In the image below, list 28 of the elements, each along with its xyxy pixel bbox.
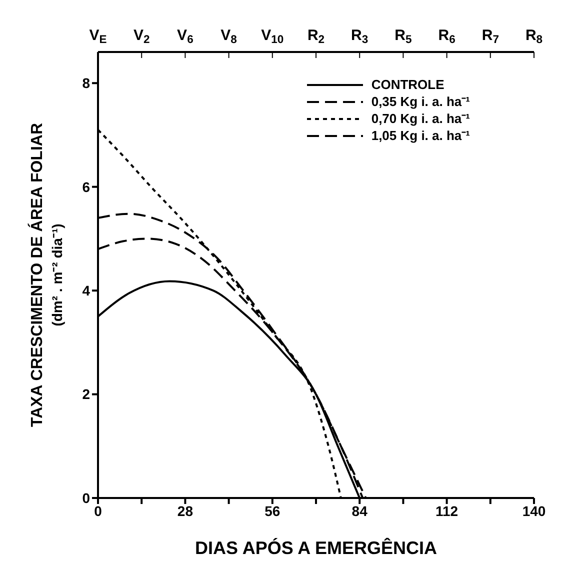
x-tick-label: 28 — [177, 502, 194, 519]
y-tick-label: 4 — [82, 282, 90, 299]
text: V$_{8}$ — [220, 27, 237, 46]
x-tick-label: 0 — [94, 502, 102, 519]
y-tick-label: 2 — [82, 386, 90, 402]
y-tick-label: 0 — [82, 490, 90, 506]
text: V$_{10}$ — [261, 27, 284, 46]
x-tick-label: 56 — [264, 502, 280, 519]
text: V$_{2}$ — [133, 27, 150, 46]
text: V$_{E}$ — [89, 27, 108, 46]
text: R$_{2}$ — [307, 27, 325, 46]
text: R$_{8}$ — [525, 27, 543, 46]
x-tick-label: 140 — [522, 502, 546, 519]
text: R$_{7}$ — [482, 27, 499, 46]
legend-label: 0,35 Kg i. a. ha⁻¹ — [371, 93, 470, 110]
text: R$_{3}$ — [351, 27, 368, 46]
x-tick-label: 84 — [352, 502, 368, 519]
y-tick-label: 8 — [82, 75, 90, 92]
x-axis-title: DIAS APÓS A EMERGÊNCIA — [194, 537, 438, 558]
text: V$_{6}$ — [177, 27, 194, 46]
legend-label: CONTROLE — [371, 76, 444, 93]
x-tick-label: 112 — [436, 502, 458, 519]
y-axis-title: TAXA CRESCIMENTO DE ÁREA FOLIAR (dm² . m⁻² dia⁻¹) — [27, 122, 65, 428]
legend-label: 0,70 Kg i. a. ha⁻¹ — [371, 110, 470, 127]
text: R$_{6}$ — [438, 27, 456, 46]
text: R$_{5}$ — [394, 27, 412, 46]
y-tick-label: 6 — [82, 178, 90, 195]
legend-label: 1,05 Kg i. a. ha⁻¹ — [371, 127, 470, 144]
